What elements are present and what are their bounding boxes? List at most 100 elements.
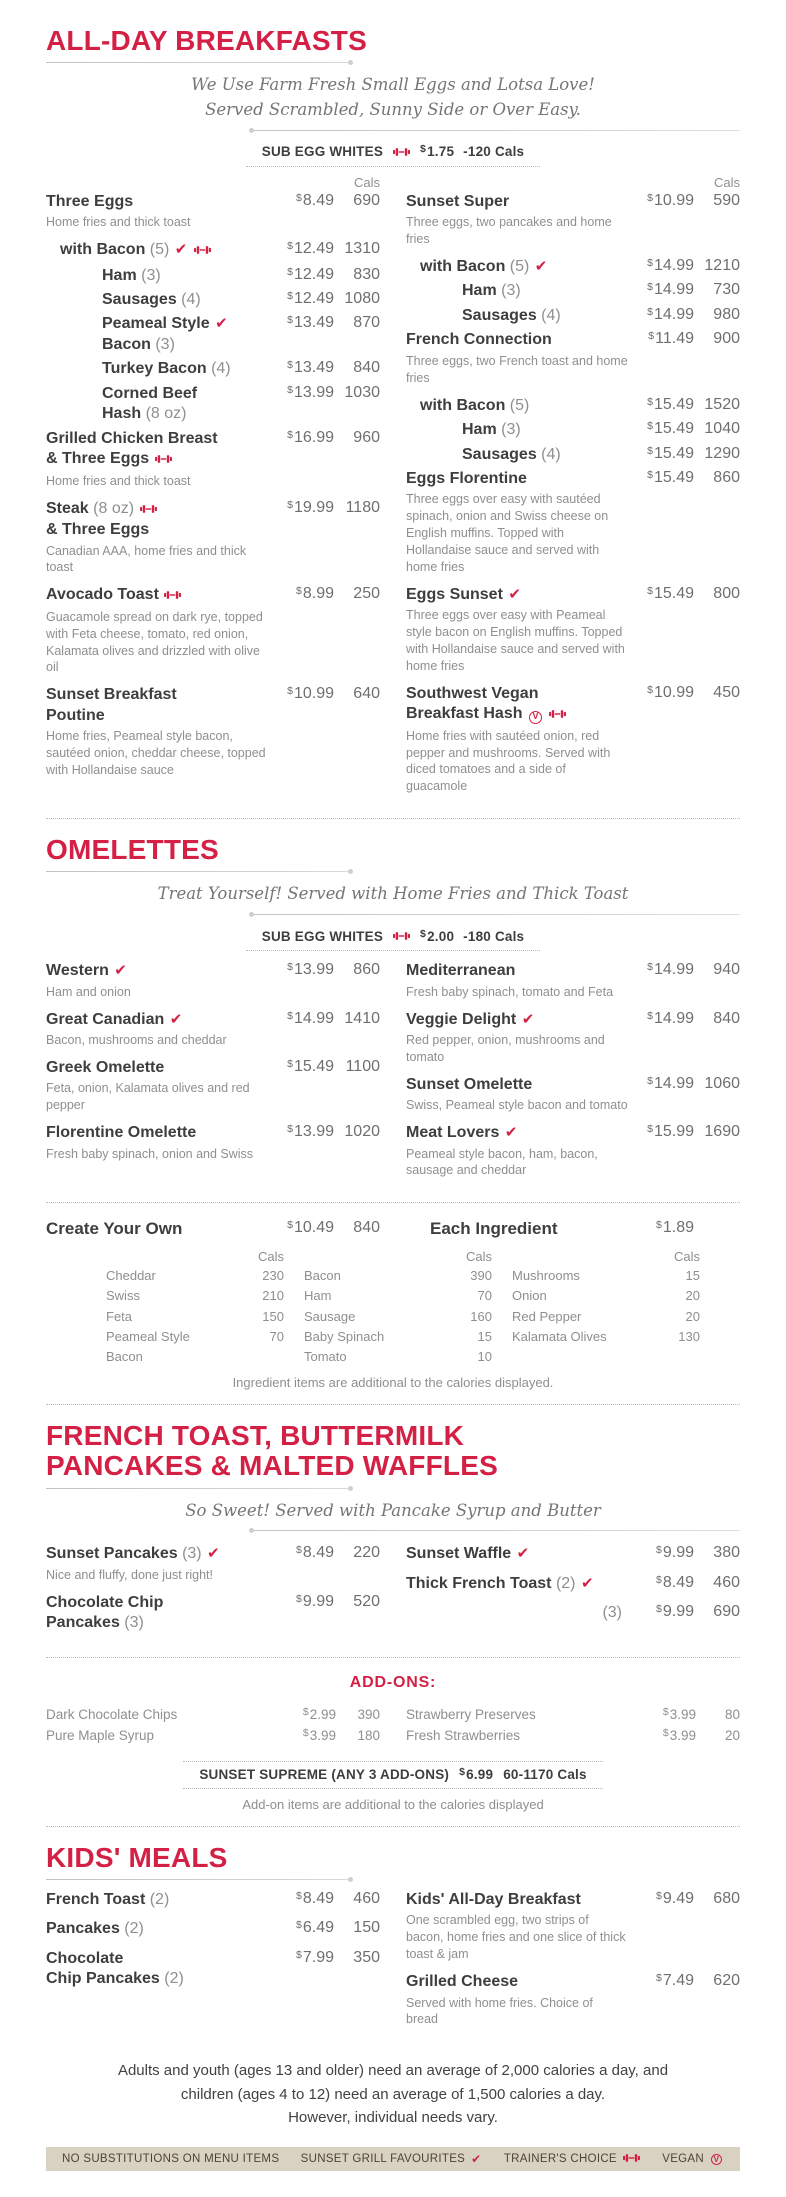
item-price: $6.49 xyxy=(272,1919,334,1937)
price-value: 13.99 xyxy=(293,1123,334,1141)
item-price: $12.49 xyxy=(272,240,334,258)
menu-columns: Three Eggs Home fries and thick toast $8.4… xyxy=(46,192,740,805)
menu-columns: Sunset Pancakes (3) ✔ Nice and fluffy, do… xyxy=(46,1544,740,1642)
title-rule xyxy=(46,1876,353,1882)
item-main: Grilled Cheese Served with home fries. Ch… xyxy=(406,1972,632,2028)
name-line: Bacon (3) xyxy=(102,335,175,353)
addon-cals: 80 xyxy=(724,1706,740,1722)
ingredient-cals: 70 xyxy=(477,1288,492,1304)
dollar-sign: $ xyxy=(662,1705,669,1718)
price-value: 3.99 xyxy=(309,1728,336,1744)
ingredient-cals: 70 xyxy=(269,1328,284,1344)
price-value: 10.49 xyxy=(293,1219,334,1237)
menu-item: Sunset Breakfast Poutine Home fries, Peame… xyxy=(46,685,380,779)
name-line: Eggs Florentine xyxy=(406,469,527,487)
price-value: 8.49 xyxy=(302,1544,334,1562)
price-value: 13.99 xyxy=(293,383,334,401)
sub-egg-whites-banner: SUB EGG WHITES $2.00 -180 Cals xyxy=(245,927,541,952)
item-main: Steak (8 oz) & Three Eggs Canadian AAA, h… xyxy=(46,499,272,577)
item-cals: 860 xyxy=(713,468,740,486)
dollar-sign: $ xyxy=(647,1123,653,1136)
legend-label: VEGAN xyxy=(662,2153,704,2166)
dollar-sign: $ xyxy=(420,927,427,940)
item-cals: 870 xyxy=(353,314,380,332)
item-cals: 1690 xyxy=(704,1123,740,1141)
cals-header: Cals xyxy=(353,174,380,190)
dollar-sign: $ xyxy=(287,428,293,441)
ingredient-note: Ingredient items are additional to the c… xyxy=(232,1375,554,1391)
menu-item: Great Canadian ✔ Bacon, mushrooms and che… xyxy=(46,1010,380,1049)
item-cals: 1520 xyxy=(704,395,740,413)
dollar-sign: $ xyxy=(287,1009,293,1022)
menu-item: Peameal Style ✔ Bacon (3) $13.49 870 xyxy=(46,314,380,355)
sub-egg-whites-banner: SUB EGG WHITES $1.75 -120 Cals xyxy=(245,143,541,167)
item-main: Eggs Florentine Three eggs over easy with… xyxy=(406,469,632,576)
ingredient-row: Onion 20 xyxy=(512,1286,700,1306)
ingredient-name: Tomato xyxy=(304,1348,347,1364)
item-price: $9.99 xyxy=(632,1603,694,1621)
price-value: 14.99 xyxy=(653,1009,694,1027)
ingredient-row: Bacon 390 xyxy=(304,1266,492,1286)
price-value: 14.99 xyxy=(293,1009,334,1027)
legend-item: TRAINER'S CHOICE xyxy=(504,2153,641,2166)
ingredient-row: Ham 70 xyxy=(304,1286,492,1306)
name-line: Southwest Vegan xyxy=(406,684,539,702)
item-main: Sunset Omelette Swiss, Peameal style baco… xyxy=(406,1075,632,1114)
ingredient-cals: 160 xyxy=(470,1308,492,1324)
ingredient-column: Cals Bacon 390 Ham 70 Sausage 160 Baby Spinach 1… xyxy=(304,1249,492,1367)
price-value: 3.99 xyxy=(669,1728,696,1744)
item-name: Southwest Vegan Breakfast Hash V xyxy=(406,684,628,726)
item-name: Eggs Sunset ✔ xyxy=(406,585,628,605)
name-qualifier: (4) xyxy=(541,445,561,463)
menu-item: Sunset Waffle ✔ $9.99 380 xyxy=(406,1544,740,1564)
item-price: $8.49 xyxy=(272,192,334,210)
item-name: Avocado Toast xyxy=(46,585,268,606)
dollar-sign: $ xyxy=(287,1219,293,1232)
price-value: 8.49 xyxy=(302,1889,334,1907)
item-main: Veggie Delight ✔ Red pepper, onion, mushr… xyxy=(406,1010,632,1066)
item-name: Kids' All-Day Breakfast xyxy=(406,1890,628,1910)
item-price: $10.99 xyxy=(632,192,694,210)
ingredient-cals: 150 xyxy=(262,1308,284,1324)
menu-item: Florentine Omelette Fresh baby spinach, o… xyxy=(46,1123,380,1162)
disclaimer-line: Adults and youth (ages 13 and older) nee… xyxy=(117,2062,669,2080)
ingredient-name: Mushrooms xyxy=(512,1268,580,1284)
dollar-sign: $ xyxy=(647,256,653,269)
menu-item: Meat Lovers ✔ Peameal style bacon, ham, b… xyxy=(406,1123,740,1179)
section-omelettes: OMELETTES Treat Yourself! Served with Ho… xyxy=(46,834,740,1391)
name-line: Three Eggs xyxy=(46,192,134,210)
tagline-rule xyxy=(249,912,740,918)
addons-title: ADD-ONS: xyxy=(349,1673,437,1691)
item-main: Greek Omelette Feta, onion, Kalamata oliv… xyxy=(46,1058,272,1114)
name-qualifier: (3) xyxy=(124,1614,144,1632)
check-icon: ✔ xyxy=(534,257,548,275)
price-value: 15.49 xyxy=(653,395,694,413)
item-main: Turkey Bacon (4) xyxy=(46,359,272,379)
dollar-sign: $ xyxy=(662,1727,669,1740)
menu-columns: French Toast (2) $8.49 460 Pancakes (2) $6.4… xyxy=(46,1890,740,2037)
name-qualifier: (3) xyxy=(155,335,175,353)
name-line: Chip Pancakes (2) xyxy=(46,1970,184,1988)
item-description: Nice and fluffy, done just right! xyxy=(46,1567,213,1582)
price-value: 15.49 xyxy=(653,468,694,486)
name-line: Sausages (4) xyxy=(102,291,201,309)
ingredient-grid: Cals Cheddar 230 Swiss 210 Feta 150 Peameal Sty… xyxy=(106,1249,740,1367)
price-value: 14.99 xyxy=(653,1074,694,1092)
tagline-line: So Sweet! Served with Pancake Syrup and … xyxy=(185,1500,601,1520)
addon-cals: 20 xyxy=(724,1728,740,1744)
addon-name: Dark Chocolate Chips xyxy=(46,1706,178,1722)
name-line: & Three Eggs xyxy=(46,521,150,539)
menu-item: Sunset Pancakes (3) ✔ Nice and fluffy, do… xyxy=(46,1544,380,1583)
dollar-sign: $ xyxy=(459,1765,466,1778)
section-title: FRENCH TOAST, BUTTERMILK PANCAKES & MALT… xyxy=(46,1420,498,1482)
price-value: 10.99 xyxy=(293,685,334,703)
disclaimer-line: children (ages 4 to 12) need an average … xyxy=(180,2085,606,2103)
addons-column-left: Dark Chocolate Chips $2.99 390 Pure Maple S… xyxy=(46,1704,380,1747)
name-line: Chocolate xyxy=(46,1949,124,1967)
legend-item: SUNSET GRILL FAVOURITES ✔ xyxy=(301,2152,483,2166)
item-name: Sunset Super xyxy=(406,192,628,212)
item-price: $11.49 xyxy=(632,330,694,348)
item-name: with Bacon (5) ✔ xyxy=(60,240,268,261)
item-price: $13.99 xyxy=(272,384,334,402)
item-price: $15.49 xyxy=(632,396,694,414)
